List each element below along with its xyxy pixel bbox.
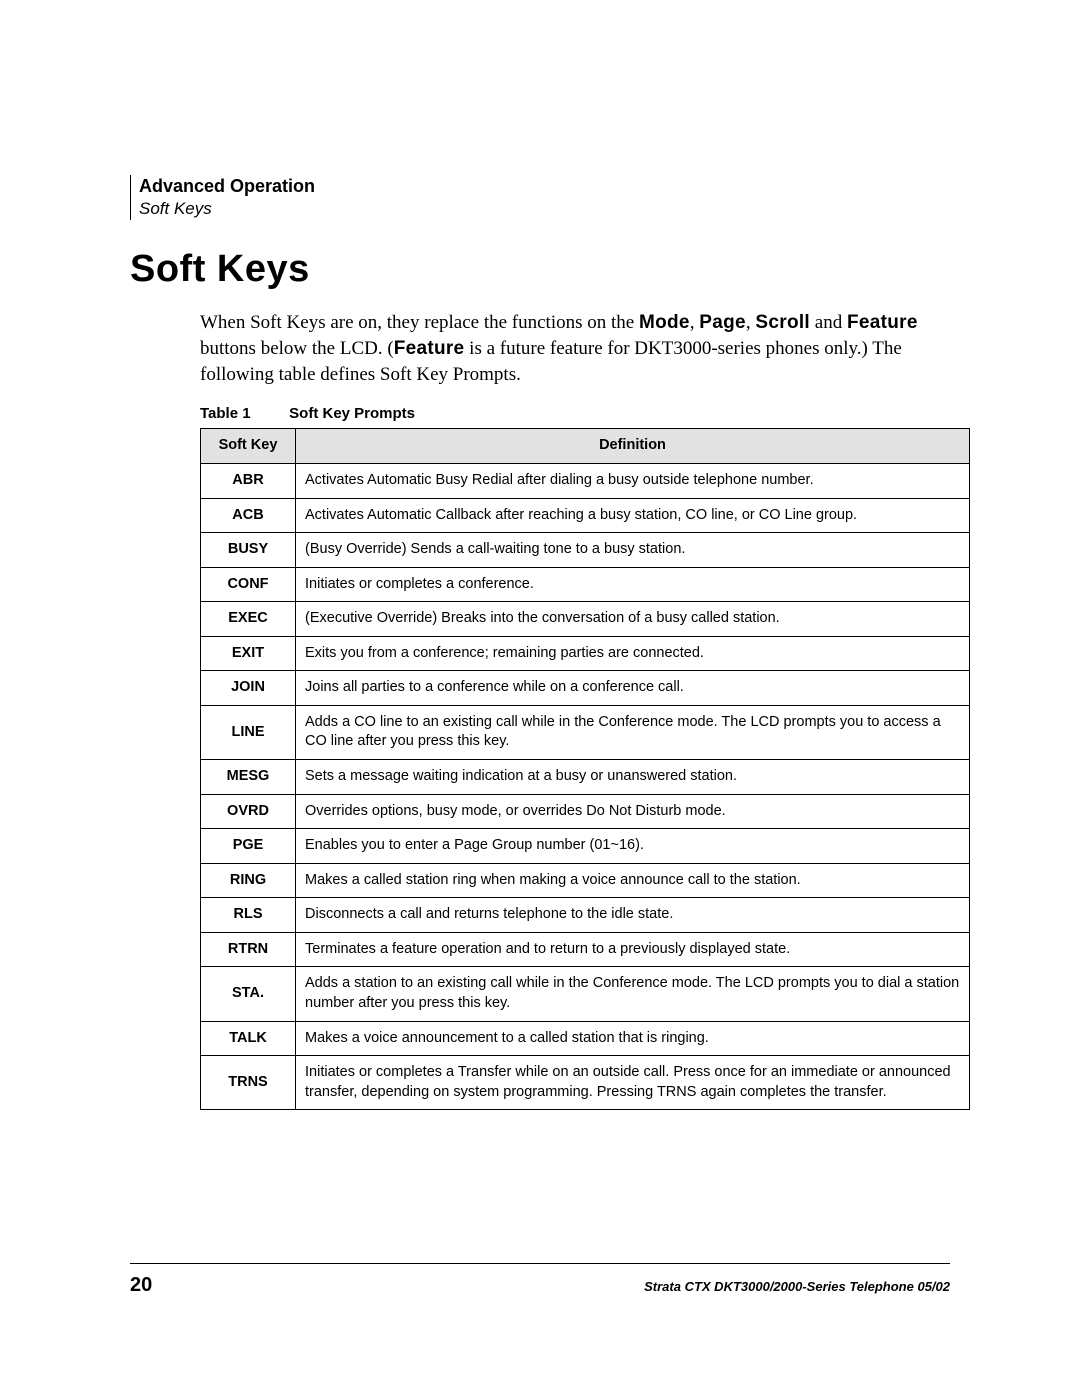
table-row: EXEC(Executive Override) Breaks into the… <box>201 602 970 637</box>
definition-cell: Disconnects a call and returns telephone… <box>296 898 970 933</box>
table-row: EXITExits you from a conference; remaini… <box>201 636 970 671</box>
definition-cell: Adds a station to an existing call while… <box>296 967 970 1021</box>
soft-key-cell: ACB <box>201 498 296 533</box>
table-row: ACBActivates Automatic Callback after re… <box>201 498 970 533</box>
feature-key-label: Feature <box>394 338 465 359</box>
soft-key-cell: BUSY <box>201 533 296 568</box>
soft-key-cell: CONF <box>201 567 296 602</box>
page-title: Soft Keys <box>130 248 950 291</box>
table-row: LINEAdds a CO line to an existing call w… <box>201 705 970 759</box>
definition-cell: Adds a CO line to an existing call while… <box>296 705 970 759</box>
intro-text: and <box>810 312 847 333</box>
footer-doc-title: Strata CTX DKT3000/2000-Series Telephone… <box>644 1279 950 1294</box>
feature-key-label: Feature <box>847 312 918 333</box>
header-chapter: Advanced Operation <box>139 175 950 198</box>
intro-text: When Soft Keys are on, they replace the … <box>200 312 639 333</box>
running-header: Advanced Operation Soft Keys <box>130 175 950 220</box>
table-row: CONFInitiates or completes a conference. <box>201 567 970 602</box>
soft-key-cell: EXIT <box>201 636 296 671</box>
definition-cell: Initiates or completes a Transfer while … <box>296 1056 970 1110</box>
definition-cell: (Busy Override) Sends a call-waiting ton… <box>296 533 970 568</box>
table-row: RTRNTerminates a feature operation and t… <box>201 932 970 967</box>
soft-key-cell: TALK <box>201 1021 296 1056</box>
soft-key-cell: TRNS <box>201 1056 296 1110</box>
table-label: Table 1 <box>200 405 285 422</box>
soft-key-cell: RLS <box>201 898 296 933</box>
header-section: Soft Keys <box>139 198 950 220</box>
soft-key-cell: JOIN <box>201 671 296 706</box>
soft-key-cell: PGE <box>201 829 296 864</box>
intro-sep: , <box>746 312 756 333</box>
table-header-row: Soft Key Definition <box>201 429 970 464</box>
table-caption: Table 1 Soft Key Prompts <box>200 405 950 422</box>
definition-cell: Overrides options, busy mode, or overrid… <box>296 794 970 829</box>
definition-cell: (Executive Override) Breaks into the con… <box>296 602 970 637</box>
definition-cell: Sets a message waiting indication at a b… <box>296 760 970 795</box>
table-row: JOINJoins all parties to a conference wh… <box>201 671 970 706</box>
definition-cell: Makes a voice announcement to a called s… <box>296 1021 970 1056</box>
soft-key-cell: ABR <box>201 463 296 498</box>
soft-key-table: Soft Key Definition ABRActivates Automat… <box>200 428 970 1110</box>
intro-text: buttons below the LCD. ( <box>200 338 394 359</box>
table-row: TRNSInitiates or completes a Transfer wh… <box>201 1056 970 1110</box>
table-row: OVRDOverrides options, busy mode, or ove… <box>201 794 970 829</box>
page-key-label: Page <box>699 312 746 333</box>
soft-key-cell: OVRD <box>201 794 296 829</box>
table-row: STA.Adds a station to an existing call w… <box>201 967 970 1021</box>
table-title: Soft Key Prompts <box>289 405 415 422</box>
table-row: MESGSets a message waiting indication at… <box>201 760 970 795</box>
definition-cell: Initiates or completes a conference. <box>296 567 970 602</box>
definition-cell: Exits you from a conference; remaining p… <box>296 636 970 671</box>
definition-cell: Activates Automatic Callback after reach… <box>296 498 970 533</box>
soft-key-cell: RING <box>201 863 296 898</box>
intro-sep: , <box>690 312 700 333</box>
soft-key-cell: RTRN <box>201 932 296 967</box>
col-header-definition: Definition <box>296 429 970 464</box>
definition-cell: Activates Automatic Busy Redial after di… <box>296 463 970 498</box>
table-row: RINGMakes a called station ring when mak… <box>201 863 970 898</box>
table-row: RLSDisconnects a call and returns teleph… <box>201 898 970 933</box>
table-row: PGEEnables you to enter a Page Group num… <box>201 829 970 864</box>
table-row: ABRActivates Automatic Busy Redial after… <box>201 463 970 498</box>
soft-key-cell: MESG <box>201 760 296 795</box>
table-row: BUSY(Busy Override) Sends a call-waiting… <box>201 533 970 568</box>
mode-key-label: Mode <box>639 312 690 333</box>
soft-key-cell: EXEC <box>201 602 296 637</box>
scroll-key-label: Scroll <box>755 312 810 333</box>
page-container: Advanced Operation Soft Keys Soft Keys W… <box>0 0 1080 1397</box>
definition-cell: Joins all parties to a conference while … <box>296 671 970 706</box>
intro-paragraph: When Soft Keys are on, they replace the … <box>200 310 950 387</box>
soft-key-cell: STA. <box>201 967 296 1021</box>
definition-cell: Enables you to enter a Page Group number… <box>296 829 970 864</box>
definition-cell: Makes a called station ring when making … <box>296 863 970 898</box>
soft-key-cell: LINE <box>201 705 296 759</box>
table-row: TALKMakes a voice announcement to a call… <box>201 1021 970 1056</box>
col-header-softkey: Soft Key <box>201 429 296 464</box>
page-number: 20 <box>130 1274 152 1297</box>
page-footer: 20 Strata CTX DKT3000/2000-Series Teleph… <box>130 1263 950 1297</box>
definition-cell: Terminates a feature operation and to re… <box>296 932 970 967</box>
